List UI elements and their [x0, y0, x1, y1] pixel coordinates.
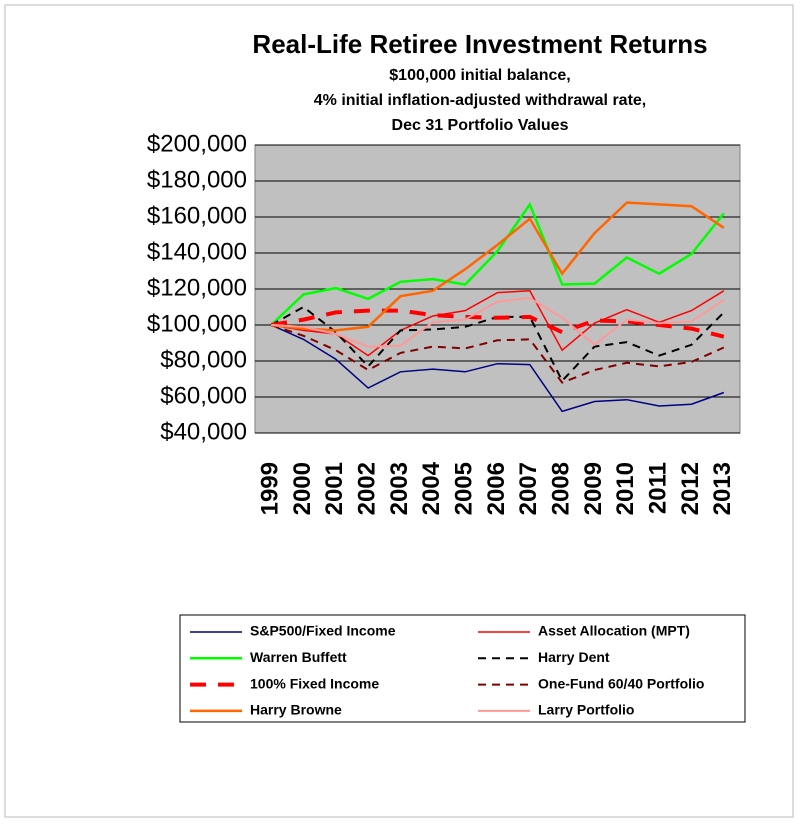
- legend-label: Harry Dent: [538, 649, 610, 665]
- y-tick-label: $180,000: [147, 166, 247, 193]
- x-tick-label: 2005: [451, 462, 478, 515]
- series-line: [271, 296, 725, 348]
- legend-box: [179, 614, 746, 723]
- x-tick-label: 2013: [709, 462, 736, 515]
- subtitle: $100,000 initial balance,: [389, 67, 570, 84]
- x-tick-label: 2009: [580, 462, 607, 515]
- y-tick-label: $80,000: [160, 346, 247, 373]
- series-line: [270, 324, 725, 384]
- y-tick-label: $160,000: [147, 202, 247, 229]
- y-tick-label: $40,000: [160, 418, 247, 445]
- series-line: [271, 290, 725, 357]
- x-tick-label: 2003: [386, 462, 413, 515]
- x-tick-label: 2006: [483, 462, 510, 515]
- x-tick-label: 2001: [321, 462, 348, 515]
- legend-label: 100% Fixed Income: [250, 675, 379, 691]
- legend-label: Larry Portfolio: [538, 702, 634, 718]
- subtitle: Dec 31 Portfolio Values: [392, 117, 569, 134]
- x-tick-label: 2000: [289, 462, 316, 515]
- x-tick-label: 2010: [612, 462, 639, 515]
- legend-label: S&P500/Fixed Income: [250, 623, 396, 639]
- y-tick-label: $200,000: [147, 130, 247, 157]
- x-tick-label: 2002: [354, 462, 381, 515]
- legend-label: Harry Browne: [250, 702, 342, 718]
- y-tick-label: $60,000: [160, 382, 247, 409]
- x-tick-label: 2012: [677, 462, 704, 515]
- series-line: [271, 201, 725, 332]
- series-line: [270, 201, 725, 326]
- x-tick-label: 2004: [418, 461, 445, 515]
- y-tick-label: $120,000: [147, 274, 247, 301]
- x-tick-label: 2007: [515, 462, 542, 515]
- chart-title: Real-Life Retiree Investment Returns: [252, 29, 707, 59]
- legend-label: One-Fund 60/40 Portfolio: [538, 675, 704, 691]
- x-tick-label: 1999: [257, 462, 284, 515]
- legend-label: Warren Buffett: [250, 649, 347, 665]
- series-line: [270, 324, 725, 413]
- y-tick-label: $100,000: [147, 310, 247, 337]
- subtitle: 4% initial inflation-adjusted withdrawal…: [314, 92, 647, 109]
- series-line: [270, 308, 725, 339]
- y-tick-label: $140,000: [147, 238, 247, 265]
- legend-label: Asset Allocation (MPT): [538, 623, 690, 639]
- x-tick-label: 2011: [645, 462, 672, 514]
- x-tick-label: 2008: [548, 462, 575, 515]
